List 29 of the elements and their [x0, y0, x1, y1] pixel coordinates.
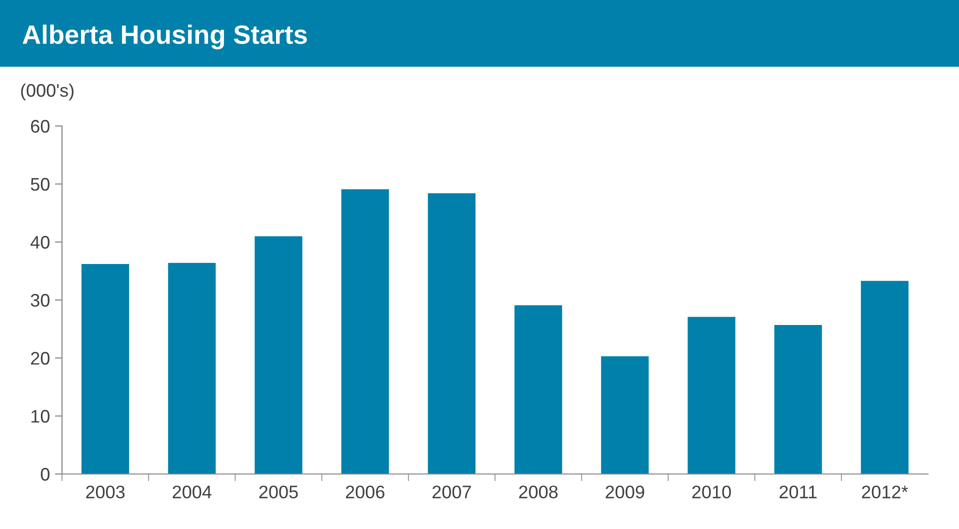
- x-tick-label: 2011: [780, 486, 817, 498]
- y-tick-label: 20: [31, 352, 50, 365]
- bar: [774, 324, 822, 474]
- x-tick-label: 2008: [519, 486, 558, 498]
- chart-title: Alberta Housing Starts: [22, 24, 307, 50]
- y-tick-label: 40: [30, 236, 50, 249]
- y-tick-label: 50: [30, 178, 50, 191]
- bar: [254, 236, 302, 474]
- y-tick-label: 10: [31, 410, 50, 423]
- x-tick-label: 2012*: [862, 486, 908, 498]
- bar: [341, 189, 389, 474]
- x-tick-label: 2010: [692, 486, 731, 498]
- x-tick-label: 2007: [432, 486, 471, 498]
- bar: [601, 356, 649, 474]
- x-tick-label: 2004: [172, 486, 212, 498]
- bar: [688, 316, 736, 474]
- bar: [168, 262, 216, 474]
- x-tick-label: 2005: [259, 486, 298, 498]
- x-tick-label: 2003: [86, 486, 125, 498]
- x-tick-label: 2009: [606, 486, 644, 498]
- bar: [514, 305, 562, 474]
- bar: [860, 280, 909, 474]
- bar: [428, 193, 476, 474]
- bar: [81, 264, 130, 474]
- y-tick-label: 0: [40, 468, 50, 481]
- y-tick-label: 60: [31, 120, 50, 133]
- y-axis-title: (000's): [21, 84, 74, 100]
- x-tick-label: 2006: [346, 486, 384, 498]
- y-tick-label: 30: [30, 294, 50, 307]
